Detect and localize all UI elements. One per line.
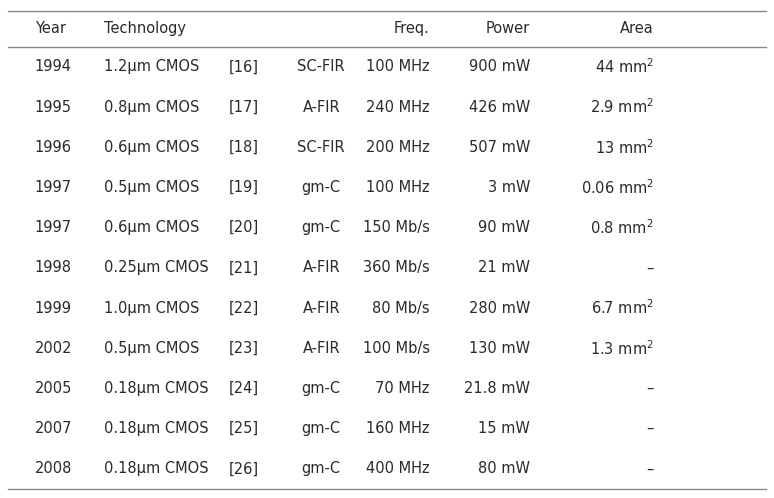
Text: 15 mW: 15 mW <box>478 421 530 436</box>
Text: 70 MHz: 70 MHz <box>375 381 430 396</box>
Text: SC-FIR: SC-FIR <box>297 59 345 74</box>
Text: 0.18μm CMOS: 0.18μm CMOS <box>104 381 209 396</box>
Text: [16]: [16] <box>229 59 259 74</box>
Text: 2008: 2008 <box>35 462 72 477</box>
Text: [21]: [21] <box>229 260 259 275</box>
Text: 1995: 1995 <box>35 100 72 115</box>
Text: 80 Mb/s: 80 Mb/s <box>372 301 430 316</box>
Text: 21 mW: 21 mW <box>478 260 530 275</box>
Text: [24]: [24] <box>229 381 259 396</box>
Text: 360 Mb/s: 360 Mb/s <box>363 260 430 275</box>
Text: 100 MHz: 100 MHz <box>366 59 430 74</box>
Text: 150 Mb/s: 150 Mb/s <box>363 220 430 235</box>
Text: 6.7 mm$^2$: 6.7 mm$^2$ <box>591 299 654 318</box>
Text: A-FIR: A-FIR <box>303 260 340 275</box>
Text: 100 MHz: 100 MHz <box>366 180 430 195</box>
Text: 1997: 1997 <box>35 180 72 195</box>
Text: 426 mW: 426 mW <box>469 100 530 115</box>
Text: 0.6μm CMOS: 0.6μm CMOS <box>104 220 200 235</box>
Text: 1997: 1997 <box>35 220 72 235</box>
Text: –: – <box>646 421 654 436</box>
Text: 130 mW: 130 mW <box>469 341 530 356</box>
Text: Year: Year <box>35 21 66 36</box>
Text: 200 MHz: 200 MHz <box>366 140 430 155</box>
Text: 90 mW: 90 mW <box>478 220 530 235</box>
Text: [26]: [26] <box>229 462 259 477</box>
Text: gm-C: gm-C <box>302 381 341 396</box>
Text: 80 mW: 80 mW <box>478 462 530 477</box>
Text: –: – <box>646 381 654 396</box>
Text: 160 MHz: 160 MHz <box>366 421 430 436</box>
Text: [23]: [23] <box>229 341 259 356</box>
Text: gm-C: gm-C <box>302 180 341 195</box>
Text: 100 Mb/s: 100 Mb/s <box>362 341 430 356</box>
Text: 240 MHz: 240 MHz <box>366 100 430 115</box>
Text: 900 mW: 900 mW <box>469 59 530 74</box>
Text: gm-C: gm-C <box>302 220 341 235</box>
Text: 21.8 mW: 21.8 mW <box>464 381 530 396</box>
Text: 0.25μm CMOS: 0.25μm CMOS <box>104 260 209 275</box>
Text: gm-C: gm-C <box>302 462 341 477</box>
Text: 1.0μm CMOS: 1.0μm CMOS <box>104 301 200 316</box>
Text: [18]: [18] <box>229 140 259 155</box>
Text: [17]: [17] <box>229 100 259 115</box>
Text: [22]: [22] <box>228 301 259 316</box>
Text: 0.06 mm$^2$: 0.06 mm$^2$ <box>580 178 654 197</box>
Text: gm-C: gm-C <box>302 421 341 436</box>
Text: 0.5μm CMOS: 0.5μm CMOS <box>104 341 200 356</box>
Text: 2.9 mm$^2$: 2.9 mm$^2$ <box>590 98 654 117</box>
Text: 0.8 mm$^2$: 0.8 mm$^2$ <box>591 218 654 237</box>
Text: 0.5μm CMOS: 0.5μm CMOS <box>104 180 200 195</box>
Text: 1994: 1994 <box>35 59 72 74</box>
Text: [19]: [19] <box>229 180 259 195</box>
Text: Freq.: Freq. <box>394 21 430 36</box>
Text: –: – <box>646 462 654 477</box>
Text: A-FIR: A-FIR <box>303 100 340 115</box>
Text: 2002: 2002 <box>35 341 72 356</box>
Text: 280 mW: 280 mW <box>469 301 530 316</box>
Text: 400 MHz: 400 MHz <box>366 462 430 477</box>
Text: [20]: [20] <box>228 220 259 235</box>
Text: 1.3 mm$^2$: 1.3 mm$^2$ <box>590 339 654 358</box>
Text: 0.18μm CMOS: 0.18μm CMOS <box>104 421 209 436</box>
Text: 13 mm$^2$: 13 mm$^2$ <box>594 138 654 157</box>
Text: 1.2μm CMOS: 1.2μm CMOS <box>104 59 200 74</box>
Text: 2005: 2005 <box>35 381 72 396</box>
Text: 3 mW: 3 mW <box>488 180 530 195</box>
Text: SC-FIR: SC-FIR <box>297 140 345 155</box>
Text: Area: Area <box>620 21 654 36</box>
Text: 2007: 2007 <box>35 421 72 436</box>
Text: 0.8μm CMOS: 0.8μm CMOS <box>104 100 200 115</box>
Text: A-FIR: A-FIR <box>303 301 340 316</box>
Text: 44 mm$^2$: 44 mm$^2$ <box>594 58 654 76</box>
Text: 1996: 1996 <box>35 140 72 155</box>
Text: Power: Power <box>486 21 530 36</box>
Text: –: – <box>646 260 654 275</box>
Text: Technology: Technology <box>104 21 187 36</box>
Text: 0.6μm CMOS: 0.6μm CMOS <box>104 140 200 155</box>
Text: 0.18μm CMOS: 0.18μm CMOS <box>104 462 209 477</box>
Text: 1999: 1999 <box>35 301 72 316</box>
Text: [25]: [25] <box>229 421 259 436</box>
Text: A-FIR: A-FIR <box>303 341 340 356</box>
Text: 507 mW: 507 mW <box>469 140 530 155</box>
Text: 1998: 1998 <box>35 260 72 275</box>
